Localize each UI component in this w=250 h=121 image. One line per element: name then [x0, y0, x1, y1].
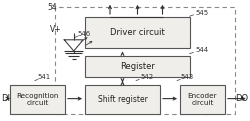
Text: 542: 542 — [140, 74, 153, 80]
Text: DO: DO — [236, 94, 249, 103]
Text: 546: 546 — [78, 31, 91, 37]
Text: 543: 543 — [180, 74, 193, 80]
Bar — [85, 85, 160, 114]
Text: Encoder
circuit: Encoder circuit — [188, 93, 217, 106]
Text: Driver circuit: Driver circuit — [110, 28, 165, 37]
Bar — [85, 56, 190, 77]
Text: 544: 544 — [195, 47, 208, 53]
Bar — [55, 7, 235, 114]
Text: DI: DI — [1, 94, 10, 103]
Text: 545: 545 — [195, 10, 208, 16]
Text: 54: 54 — [48, 3, 57, 12]
Bar — [10, 85, 65, 114]
Bar — [180, 85, 225, 114]
Text: Recognition
circuit: Recognition circuit — [16, 93, 59, 106]
Text: V+: V+ — [50, 25, 61, 34]
Text: Shift register: Shift register — [98, 95, 148, 104]
Text: 541: 541 — [38, 74, 51, 80]
Text: Register: Register — [120, 62, 155, 71]
Bar — [85, 17, 190, 48]
